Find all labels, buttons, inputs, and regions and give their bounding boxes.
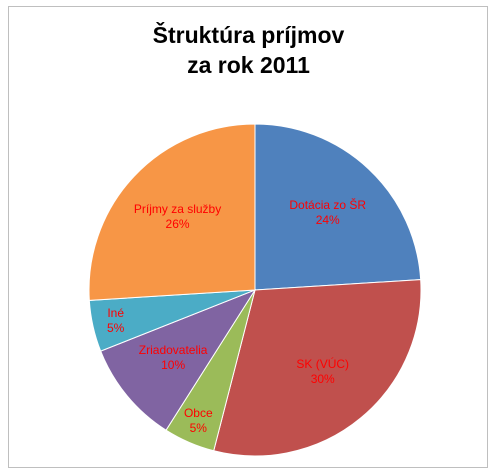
slice-value: 10% xyxy=(161,357,186,372)
slice-category: Obce xyxy=(183,406,213,421)
slice-label: Dotácia zo ŠR 24% xyxy=(283,198,373,228)
slice-category: Príjmy za služby xyxy=(133,202,222,217)
slice-category: Dotácia zo ŠR xyxy=(289,197,367,212)
chart-frame xyxy=(8,6,488,468)
slice-category: Iné xyxy=(107,306,125,321)
slice-category: Zriadovatelia xyxy=(138,342,208,357)
pie-slice xyxy=(254,123,422,291)
slice-label: Príjmy za služby 26% xyxy=(133,202,223,232)
slice-label: Obce 5% xyxy=(153,406,243,436)
slice-label: Zriadovatelia 10% xyxy=(128,343,218,373)
slice-label: Iné 5% xyxy=(71,306,161,336)
slice-value: 24% xyxy=(315,212,340,227)
pie-slice xyxy=(100,288,257,431)
chart-title: za rok 2011 xyxy=(187,52,310,78)
slice-value: 5% xyxy=(107,321,125,336)
chart-title: Štruktúra príjmov xyxy=(152,22,345,48)
slice-value: 30% xyxy=(310,371,335,386)
pie-slice xyxy=(88,123,256,301)
pie-slice xyxy=(213,279,422,457)
slice-category: SK (VÚC) xyxy=(296,356,350,371)
slice-value: 5% xyxy=(189,421,207,436)
slice-value: 26% xyxy=(165,217,190,232)
slice-label: SK (VÚC) 30% xyxy=(278,357,368,387)
